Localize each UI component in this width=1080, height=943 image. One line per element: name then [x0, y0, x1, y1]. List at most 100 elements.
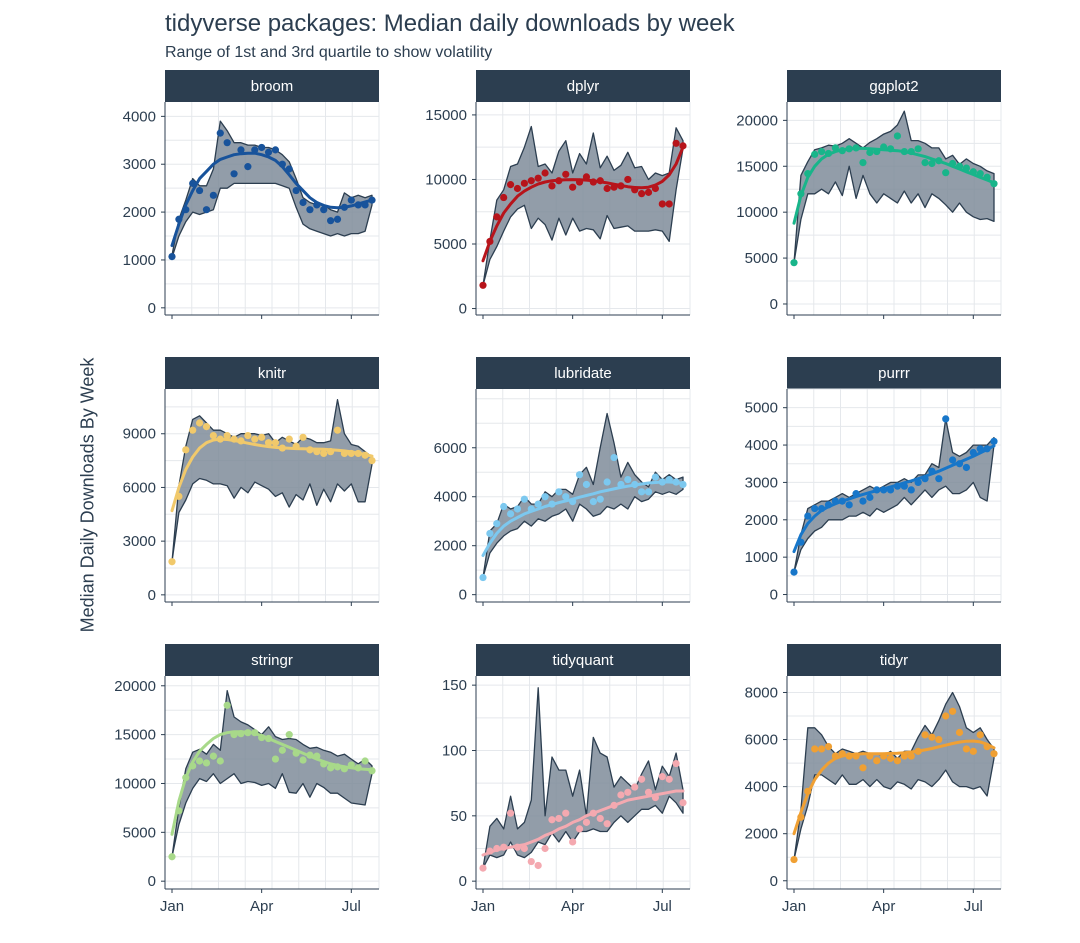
median-point [880, 486, 888, 494]
median-point [610, 801, 618, 809]
median-point [251, 729, 259, 737]
median-point [603, 820, 611, 828]
facet-tidyr: tidyr 0 2000 4000 6000 8000 Jan Apr Jul [745, 644, 1002, 915]
smooth-line [170, 437, 374, 513]
median-point [672, 759, 680, 768]
median-point [575, 825, 584, 833]
median-point [638, 190, 646, 198]
median-point [306, 446, 314, 454]
median-point [935, 157, 943, 165]
median-point [493, 213, 501, 221]
median-point [976, 170, 984, 178]
median-point [610, 183, 618, 191]
median-point [866, 148, 874, 157]
median-point [493, 520, 501, 528]
y-tick-label: 0 [459, 301, 467, 318]
y-tick-label: 15000 [736, 158, 778, 175]
median-point [271, 755, 280, 763]
median-point [990, 180, 998, 188]
median-point [942, 415, 950, 423]
median-point [900, 147, 908, 156]
median-point [797, 190, 805, 198]
median-point [935, 735, 943, 744]
x-tick-label: Jul [342, 898, 361, 915]
median-point [873, 757, 881, 765]
median-point [886, 754, 895, 762]
median-point [333, 426, 342, 434]
median-point [347, 196, 355, 204]
median-point [320, 449, 328, 458]
median-point [299, 198, 307, 207]
facet-lubridate: lubridate 0 2000 4000 6000 [434, 357, 691, 606]
smooth-line [481, 480, 685, 557]
median-points [168, 129, 376, 261]
median-point [513, 184, 522, 193]
y-tick-label: 20000 [114, 678, 156, 695]
median-point [811, 504, 819, 513]
median-point [361, 201, 369, 209]
median-point [278, 444, 286, 452]
y-tick-label: 20000 [736, 112, 778, 129]
median-point [949, 159, 957, 168]
facet-strip-label: broom [251, 78, 294, 95]
median-point [202, 206, 211, 214]
x-tick-label: Apr [872, 898, 895, 915]
median-point [831, 497, 839, 505]
y-tick-label: 5000 [434, 236, 467, 253]
median-point [251, 435, 259, 443]
median-points [479, 453, 687, 582]
median-point [804, 170, 812, 178]
median-point [168, 253, 176, 261]
facet-strip-label: purrr [878, 365, 910, 382]
median-point [921, 731, 929, 739]
median-point [175, 492, 183, 500]
y-tick-label: 8000 [745, 684, 778, 701]
median-point [520, 495, 528, 503]
median-point [548, 182, 556, 190]
median-point [237, 437, 245, 445]
y-tick-label: 2000 [434, 538, 467, 555]
x-tick-label: Apr [250, 898, 273, 915]
median-point [327, 217, 335, 225]
median-point [569, 838, 577, 846]
median-point [313, 448, 321, 456]
median-point [797, 538, 805, 546]
median-point [237, 146, 245, 154]
median-point [962, 463, 971, 472]
median-point [679, 142, 687, 150]
median-point [500, 843, 508, 851]
median-point [251, 146, 259, 154]
median-point [873, 147, 881, 156]
median-point [237, 730, 245, 738]
median-point [624, 475, 632, 484]
median-point [534, 174, 542, 182]
median-point [361, 451, 369, 459]
y-tick-label: 150 [442, 677, 467, 694]
median-point [921, 475, 929, 483]
median-point [223, 431, 231, 440]
median-point [790, 568, 798, 576]
facet-broom: broom 0 1000 2000 3000 4000 [123, 70, 380, 319]
median-point [541, 169, 549, 177]
median-point [900, 752, 908, 760]
y-tick-label: 0 [148, 873, 156, 890]
median-point [258, 143, 266, 152]
median-point [624, 788, 632, 796]
median-point [838, 147, 846, 155]
median-point [644, 188, 653, 196]
median-point [845, 501, 853, 509]
median-point [216, 435, 224, 443]
median-point [347, 761, 355, 769]
y-tick-label: 3000 [745, 474, 778, 491]
median-point [852, 752, 860, 760]
median-point [790, 855, 798, 864]
facet-strip [787, 644, 1001, 676]
median-point [596, 177, 604, 185]
median-point [320, 760, 328, 768]
median-point [658, 200, 666, 208]
median-point [824, 501, 833, 509]
median-point [679, 480, 687, 489]
x-tick-label: Jul [964, 898, 983, 915]
median-point [831, 144, 839, 152]
median-point [589, 178, 597, 186]
